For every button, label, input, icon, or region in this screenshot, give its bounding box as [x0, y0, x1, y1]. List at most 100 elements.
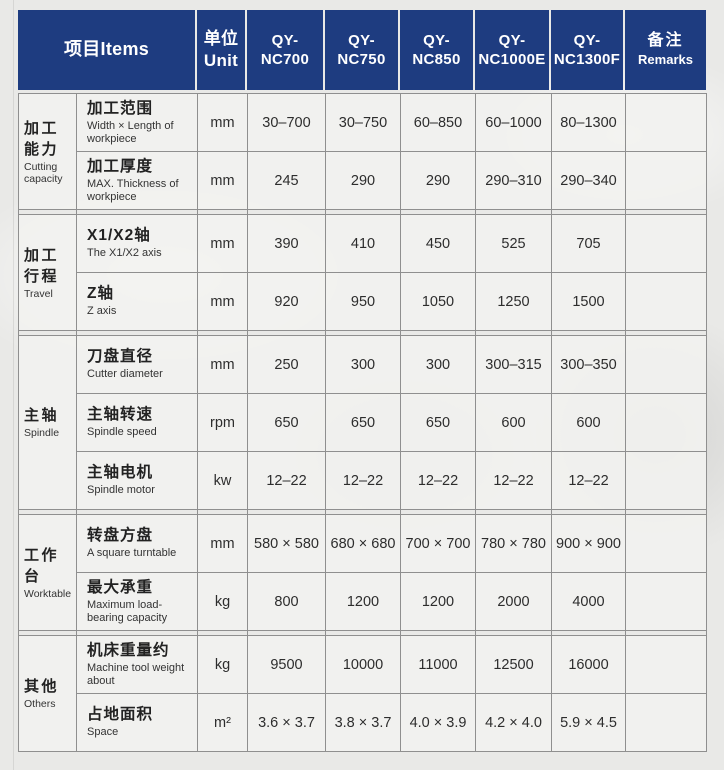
item-cell: 主轴电机 Spindle motor [76, 451, 198, 510]
item-cell: 最大承重 Maximum load-bearing capacity [76, 572, 198, 631]
value-cell: 650 [325, 393, 401, 452]
spec-sheet: 项目Items 单位 Unit QY- NC700 QY- NC750 QY- … [18, 10, 707, 752]
table-row: 主轴电机 Spindle motor kw 12–22 12–22 12–22 … [19, 451, 707, 510]
value-cell: 780 × 780 [475, 514, 552, 573]
group-label-zh: 主轴 [24, 407, 60, 425]
item-label-zh: X1/X2轴 [87, 226, 151, 244]
remark-cell [625, 572, 707, 631]
value-cell: 900 × 900 [551, 514, 626, 573]
background-photo-edge [13, 0, 14, 770]
item-label-zh: 主轴转速 [87, 405, 154, 423]
item-label-en: Machine tool weight about [87, 662, 185, 687]
remark-cell [625, 214, 707, 273]
column-header-unit: 单位 Unit [197, 10, 245, 90]
value-cell: 290–310 [475, 151, 552, 210]
remark-cell [625, 693, 707, 752]
table-row: 加工 能力 Cutting capacity 加工范围 Width × Leng… [18, 93, 707, 210]
value-cell: 12–22 [247, 451, 326, 510]
column-header-remarks: 备注 Remarks [625, 10, 706, 90]
item-label-zh: 占地面积 [87, 705, 154, 723]
value-cell: 1500 [551, 272, 626, 331]
column-header-qy-nc750: QY- NC750 [325, 10, 398, 90]
table-row: 主轴转速 Spindle speed rpm 650 650 650 600 6… [19, 393, 707, 452]
item-cell: 加工厚度 MAX. Thickness of workpiece [76, 151, 198, 210]
table-row: Z轴 Z axis mm 920 950 1050 1250 1500 [19, 272, 707, 331]
model-line2: NC1000E [478, 51, 546, 68]
item-label-en: Width × Length of workpiece [87, 120, 174, 145]
value-cell: 600 [475, 393, 552, 452]
item-label-zh: Z轴 [87, 284, 114, 302]
value-cell: 12500 [475, 635, 552, 694]
value-cell: 12–22 [475, 451, 552, 510]
item-label-zh: 加工范围 [87, 99, 154, 117]
model-line2: NC1300F [553, 51, 621, 68]
item-cell: 转盘方盘 A square turntable [76, 514, 198, 573]
item-label-en: Maximum load-bearing capacity [87, 599, 168, 624]
model-line2: NC850 [412, 51, 461, 68]
value-cell: 16000 [551, 635, 626, 694]
group-label-en: Travel [24, 287, 53, 300]
table-row: 主轴 Spindle 刀盘直径 Cutter diameter mm 250 3… [18, 335, 707, 510]
value-cell: 300–350 [551, 335, 626, 394]
unit-cell: mm [197, 514, 248, 573]
value-cell: 12–22 [325, 451, 401, 510]
group-label-en: Others [24, 698, 56, 711]
model-line1: QY- [498, 31, 526, 49]
value-cell: 9500 [247, 635, 326, 694]
table-row: 其他 Others 机床重量约 Machine tool weight abou… [18, 635, 707, 752]
remarks-header-en: Remarks [638, 51, 693, 67]
item-label-en: Z axis [87, 305, 117, 318]
table-row: 工作台 Worktable 转盘方盘 A square turntable mm… [18, 514, 707, 631]
unit-cell: mm [197, 335, 248, 394]
group-cell-travel: 加工 行程 Travel [18, 214, 77, 331]
unit-cell: m² [197, 693, 248, 752]
unit-cell: rpm [197, 393, 248, 452]
value-cell: 3.6 × 3.7 [247, 693, 326, 752]
unit-cell: kw [197, 451, 248, 510]
table-row: 加工 行程 Travel X1/X2轴 The X1/X2 axis mm 39… [18, 214, 707, 331]
model-line2: NC750 [337, 51, 386, 68]
item-label-en: MAX. Thickness of workpiece [87, 178, 179, 203]
value-cell: 300 [400, 335, 476, 394]
group-separator [18, 509, 707, 515]
group-label-en: Cutting capacity [24, 160, 63, 185]
value-cell: 1250 [475, 272, 552, 331]
value-cell: 650 [400, 393, 476, 452]
model-line1: QY- [573, 31, 601, 49]
table-row: 加工厚度 MAX. Thickness of workpiece mm 245 … [19, 151, 707, 210]
remark-cell [625, 272, 707, 331]
model-line1: QY- [348, 31, 375, 49]
group-cell-spindle: 主轴 Spindle [18, 335, 77, 510]
item-label-en: Space [87, 726, 119, 739]
unit-cell: kg [197, 635, 248, 694]
group-label-zh: 行程 [24, 267, 60, 285]
column-header-qy-nc1300f: QY- NC1300F [551, 10, 623, 90]
value-cell: 30–700 [247, 93, 326, 152]
value-cell: 80–1300 [551, 93, 626, 152]
column-header-qy-nc850: QY- NC850 [400, 10, 473, 90]
unit-cell: kg [197, 572, 248, 631]
value-cell: 290 [325, 151, 401, 210]
group-cell-others: 其他 Others [18, 635, 77, 752]
group-label-en: Worktable [24, 587, 72, 600]
value-cell: 410 [325, 214, 401, 273]
remark-cell [625, 451, 707, 510]
value-cell: 800 [247, 572, 326, 631]
model-line2: NC700 [260, 51, 310, 68]
value-cell: 10000 [325, 635, 401, 694]
table-row: 最大承重 Maximum load-bearing capacity kg 80… [19, 572, 707, 631]
model-line1: QY- [423, 31, 450, 49]
value-cell: 12–22 [400, 451, 476, 510]
item-cell: 占地面积 Space [76, 693, 198, 752]
value-cell: 60–850 [400, 93, 476, 152]
value-cell: 4.0 × 3.9 [400, 693, 476, 752]
group-separator [18, 630, 707, 636]
value-cell: 1050 [400, 272, 476, 331]
value-cell: 30–750 [325, 93, 401, 152]
items-header-label: 项目Items [63, 39, 150, 60]
item-label-zh: 转盘方盘 [87, 526, 154, 544]
unit-header-zh: 单位 [203, 29, 239, 49]
column-header-qy-nc700: QY- NC700 [247, 10, 323, 90]
item-cell: 机床重量约 Machine tool weight about [76, 635, 198, 694]
spec-table: 加工 能力 Cutting capacity 加工范围 Width × Leng… [18, 93, 707, 752]
